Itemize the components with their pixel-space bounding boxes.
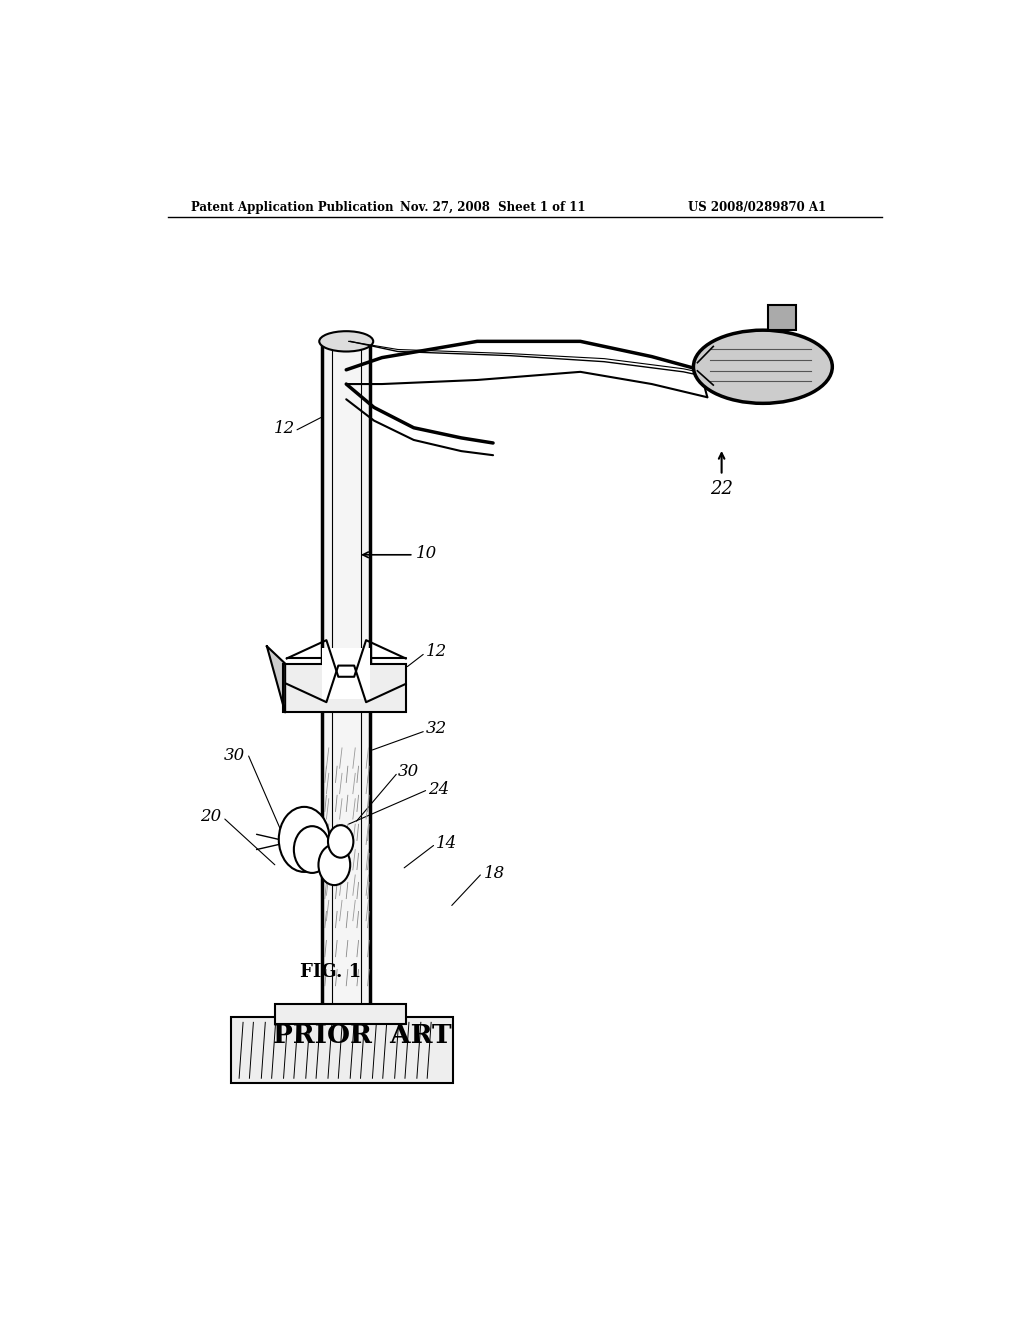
Text: 24: 24 — [428, 780, 450, 797]
Text: 12: 12 — [273, 420, 295, 437]
Polygon shape — [267, 647, 285, 713]
Circle shape — [279, 807, 330, 873]
Text: 20: 20 — [201, 808, 221, 825]
Text: 10: 10 — [416, 545, 437, 562]
Text: FIG. 1: FIG. 1 — [300, 962, 360, 981]
Bar — [323, 342, 370, 1006]
Text: Nov. 27, 2008  Sheet 1 of 11: Nov. 27, 2008 Sheet 1 of 11 — [400, 201, 586, 214]
Text: US 2008/0289870 A1: US 2008/0289870 A1 — [688, 201, 826, 214]
Text: 30: 30 — [224, 747, 246, 764]
Text: 30: 30 — [397, 763, 419, 780]
Bar — [283, 664, 406, 713]
Text: 12: 12 — [426, 643, 446, 660]
Bar — [274, 1005, 406, 1024]
Ellipse shape — [693, 330, 833, 404]
Text: PRIOR  ART: PRIOR ART — [272, 1023, 452, 1048]
Circle shape — [328, 825, 353, 858]
Ellipse shape — [319, 331, 373, 351]
Bar — [323, 648, 370, 700]
Circle shape — [294, 826, 331, 873]
Text: 18: 18 — [483, 865, 505, 882]
Text: 14: 14 — [436, 834, 457, 851]
Text: 22: 22 — [710, 479, 733, 498]
Circle shape — [318, 845, 350, 886]
Bar — [768, 305, 797, 330]
Text: Patent Application Publication: Patent Application Publication — [191, 201, 394, 214]
Bar — [231, 1018, 454, 1084]
Text: 32: 32 — [426, 719, 446, 737]
